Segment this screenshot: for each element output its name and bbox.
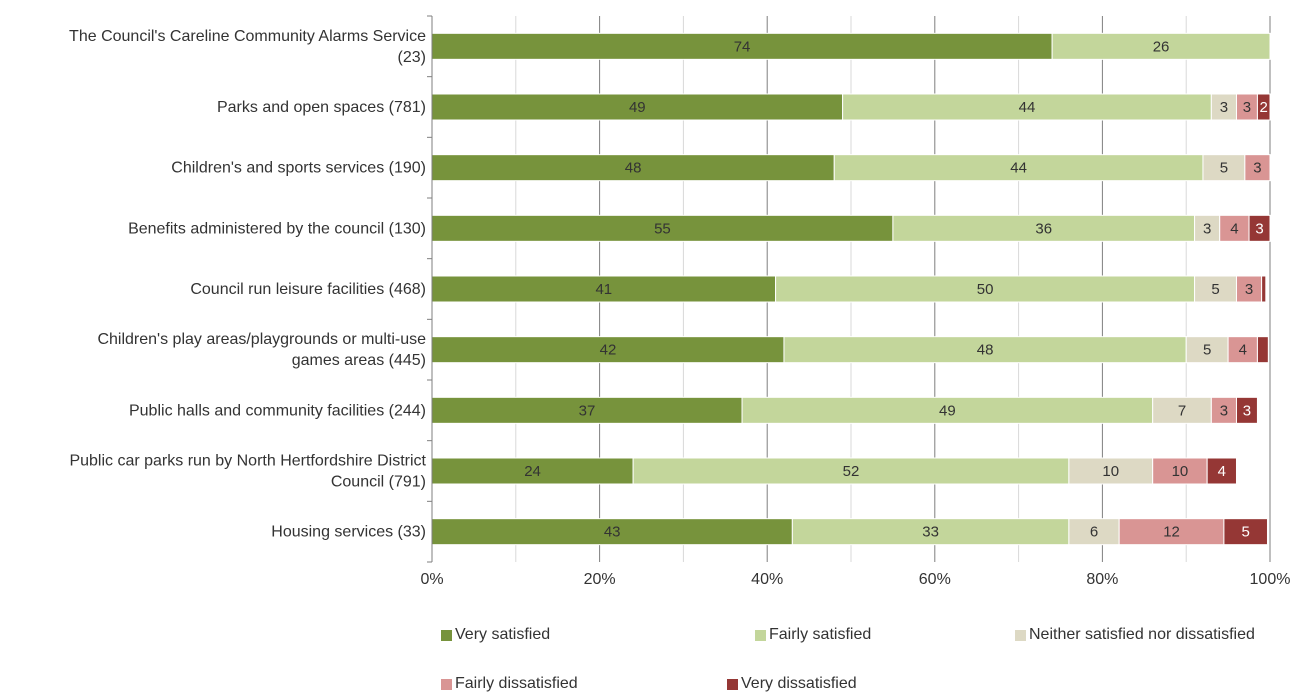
category-label: (23) [398, 49, 426, 66]
data-label-fairly-dissatisfied: 3 [1220, 402, 1228, 419]
category-label: Council run leisure facilities (468) [190, 281, 426, 298]
data-label-very-satisfied: 48 [625, 160, 642, 177]
bar-segment-very-dissatisfied [1223, 518, 1268, 546]
data-label-fairly-satisfied: 26 [1153, 38, 1170, 55]
bar-segment-fairly-dissatisfied [1244, 154, 1271, 182]
bar-segment-neither-satisfied-nor-dissatisfied [1202, 154, 1246, 182]
data-label-fairly-dissatisfied: 3 [1243, 99, 1251, 116]
bar-segment-fairly-satisfied [842, 93, 1212, 121]
data-label-very-dissatisfied: 3 [1243, 402, 1251, 419]
data-label-fairly-dissatisfied: 4 [1230, 220, 1238, 237]
data-label-very-satisfied: 41 [595, 281, 612, 298]
data-label-very-dissatisfied: 2 [1260, 99, 1268, 116]
category-label: Children's and sports services (190) [171, 160, 426, 177]
category-label: Benefits administered by the council (13… [128, 220, 426, 237]
bar-segment-neither-satisfied-nor-dissatisfied [1068, 518, 1120, 546]
data-label-fairly-satisfied: 36 [1035, 220, 1052, 237]
bar-segment-very-dissatisfied [1235, 396, 1258, 424]
data-label-neither-satisfied-nor-dissatisfied: 6 [1090, 524, 1098, 541]
category-label: Parks and open spaces (781) [217, 99, 426, 116]
bar-segment-very-dissatisfied [1206, 457, 1237, 485]
data-label-fairly-dissatisfied: 3 [1253, 160, 1261, 177]
bar-segment-very-satisfied [431, 275, 777, 303]
bar-segment-fairly-dissatisfied [1210, 396, 1237, 424]
bar-segment-fairly-dissatisfied [1152, 457, 1208, 485]
bar-segment-very-dissatisfied [1261, 275, 1267, 303]
x-tick-label: 100% [1250, 571, 1291, 588]
category-label: Children's play areas/playgrounds or mul… [97, 331, 426, 348]
bar-segment-very-satisfied [431, 518, 793, 546]
data-label-fairly-satisfied: 48 [977, 342, 994, 359]
data-label-very-satisfied: 43 [604, 524, 621, 541]
data-label-fairly-satisfied: 49 [939, 402, 956, 419]
data-label-neither-satisfied-nor-dissatisfied: 5 [1203, 342, 1211, 359]
data-label-fairly-satisfied: 33 [922, 524, 939, 541]
category-label: The Council's Careline Community Alarms … [69, 28, 426, 45]
data-label-very-satisfied: 37 [579, 402, 596, 419]
x-tick-label: 80% [1086, 571, 1118, 588]
x-tick-label: 0% [420, 571, 443, 588]
data-label-very-dissatisfied: 4 [1218, 463, 1226, 480]
data-label-neither-satisfied-nor-dissatisfied: 5 [1211, 281, 1219, 298]
x-tick-label: 20% [584, 571, 616, 588]
bar-segment-fairly-dissatisfied [1219, 214, 1250, 242]
bar-segment-fairly-satisfied [1051, 32, 1271, 60]
axes [427, 15, 433, 563]
data-label-neither-satisfied-nor-dissatisfied: 3 [1220, 99, 1228, 116]
bar-segment-very-satisfied [431, 336, 785, 364]
bar-segment-neither-satisfied-nor-dissatisfied [1210, 93, 1237, 121]
data-label-fairly-satisfied: 50 [977, 281, 994, 298]
bar-segment-fairly-satisfied [833, 154, 1204, 182]
category-label: Public car parks run by North Hertfordsh… [69, 453, 426, 470]
bar-segment-fairly-dissatisfied [1227, 336, 1258, 364]
bar-segment-very-dissatisfied [1248, 214, 1271, 242]
data-label-very-satisfied: 24 [524, 463, 541, 480]
x-tick-labels: 0% 20% 40% 60% 80% 100% [420, 571, 1290, 588]
data-label-fairly-dissatisfied: 3 [1245, 281, 1253, 298]
data-label-neither-satisfied-nor-dissatisfied: 3 [1203, 220, 1211, 237]
bar-segment-fairly-satisfied [775, 275, 1196, 303]
category-label: Council (791) [331, 474, 426, 491]
data-label-very-dissatisfied: 3 [1255, 220, 1263, 237]
x-tick-label: 40% [751, 571, 783, 588]
bar-segment-fairly-satisfied [632, 457, 1070, 485]
bar-segment-very-dissatisfied [1256, 93, 1271, 121]
bar-segment-fairly-satisfied [741, 396, 1154, 424]
data-label-fairly-dissatisfied: 12 [1163, 524, 1180, 541]
data-label-neither-satisfied-nor-dissatisfied: 7 [1178, 402, 1186, 419]
category-labels: The Council's Careline Community Alarms … [69, 28, 427, 541]
bar-segment-fairly-satisfied [892, 214, 1196, 242]
data-label-neither-satisfied-nor-dissatisfied: 5 [1220, 160, 1228, 177]
data-label-fairly-satisfied: 44 [1010, 160, 1027, 177]
data-label-very-satisfied: 49 [629, 99, 646, 116]
bar-segment-neither-satisfied-nor-dissatisfied [1152, 396, 1212, 424]
bar-segment-very-dissatisfied [1256, 336, 1269, 364]
data-label-fairly-dissatisfied: 4 [1239, 342, 1247, 359]
x-tick-label: 60% [919, 571, 951, 588]
bar-segment-neither-satisfied-nor-dissatisfied [1194, 214, 1221, 242]
data-label-very-dissatisfied: 5 [1242, 524, 1250, 541]
category-label: Housing services (33) [271, 524, 426, 541]
bar-segment-neither-satisfied-nor-dissatisfied [1185, 336, 1229, 364]
data-label-very-satisfied: 55 [654, 220, 671, 237]
category-label: games areas (445) [292, 352, 426, 369]
data-label-fairly-dissatisfied: 10 [1172, 463, 1189, 480]
data-label-very-satisfied: 74 [734, 38, 751, 55]
data-label-fairly-satisfied: 44 [1019, 99, 1036, 116]
data-label-neither-satisfied-nor-dissatisfied: 10 [1102, 463, 1119, 480]
data-label-very-satisfied: 42 [600, 342, 617, 359]
data-label-fairly-satisfied: 52 [843, 463, 860, 480]
category-label: Public halls and community facilities (2… [129, 402, 426, 419]
